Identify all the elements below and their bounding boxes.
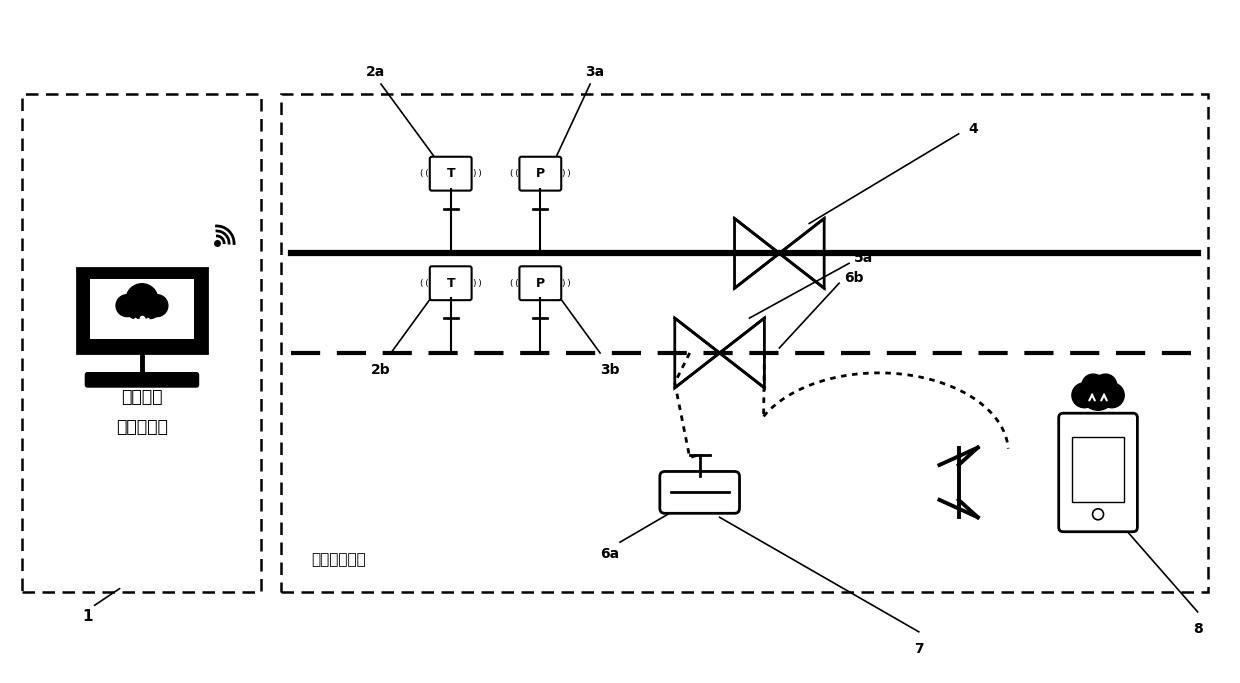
FancyBboxPatch shape — [89, 279, 195, 339]
Text: 4: 4 — [968, 122, 978, 136]
Text: T: T — [446, 167, 455, 180]
Circle shape — [126, 283, 157, 316]
Text: T: T — [446, 277, 455, 290]
Circle shape — [1080, 376, 1116, 410]
Text: 1: 1 — [82, 609, 93, 624]
Text: ( (: ( ( — [420, 169, 429, 178]
FancyBboxPatch shape — [520, 266, 562, 300]
Circle shape — [146, 294, 167, 317]
Circle shape — [140, 298, 160, 318]
Text: 楼栖热力入口: 楼栖热力入口 — [311, 552, 366, 567]
FancyBboxPatch shape — [77, 268, 207, 353]
Text: ( (: ( ( — [420, 279, 429, 288]
Circle shape — [1100, 383, 1125, 408]
FancyBboxPatch shape — [430, 157, 471, 191]
Circle shape — [1095, 374, 1117, 397]
Text: 6a: 6a — [600, 547, 620, 561]
Text: ) ): ) ) — [562, 169, 570, 178]
Text: 3a: 3a — [585, 65, 605, 79]
FancyBboxPatch shape — [430, 266, 471, 300]
FancyBboxPatch shape — [660, 471, 739, 514]
Text: ) ): ) ) — [472, 279, 481, 288]
Text: 2b: 2b — [371, 363, 391, 377]
Text: P: P — [536, 277, 544, 290]
Circle shape — [126, 298, 146, 318]
Text: 3b: 3b — [600, 363, 620, 377]
FancyBboxPatch shape — [520, 157, 562, 191]
Text: ) ): ) ) — [562, 279, 570, 288]
Circle shape — [1081, 374, 1105, 397]
Text: 2a: 2a — [366, 65, 386, 79]
Text: 水力工况: 水力工况 — [122, 388, 162, 406]
Circle shape — [117, 294, 138, 317]
Text: 6b: 6b — [844, 271, 863, 285]
Circle shape — [1092, 509, 1104, 520]
Text: ) ): ) ) — [472, 169, 481, 178]
Text: P: P — [536, 167, 544, 180]
Text: ( (: ( ( — [510, 169, 518, 178]
Text: 监控服务器: 监控服务器 — [117, 418, 167, 436]
Text: ( (: ( ( — [510, 279, 518, 288]
Text: 7: 7 — [914, 642, 924, 656]
Text: 5a: 5a — [854, 251, 873, 265]
Text: 8: 8 — [1193, 622, 1203, 636]
FancyBboxPatch shape — [1071, 436, 1125, 502]
Circle shape — [1071, 383, 1097, 408]
FancyBboxPatch shape — [86, 374, 198, 387]
FancyBboxPatch shape — [1059, 413, 1137, 532]
